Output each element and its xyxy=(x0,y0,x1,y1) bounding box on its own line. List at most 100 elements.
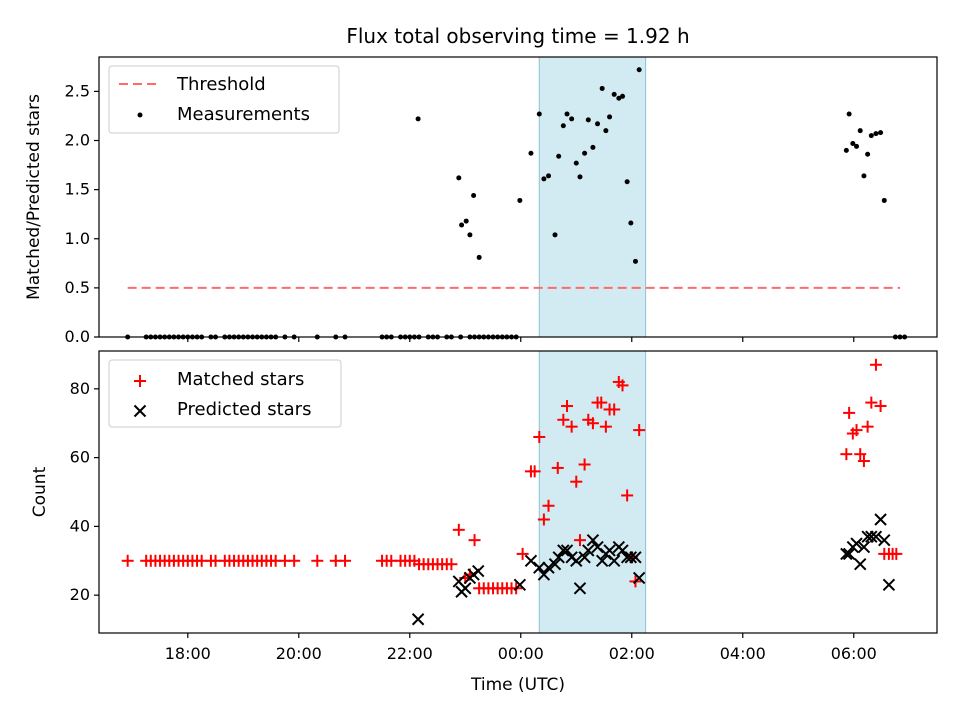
matched-point xyxy=(528,465,541,478)
measurement-point xyxy=(850,140,856,146)
measurement-point xyxy=(541,176,547,182)
predicted-point xyxy=(570,554,583,567)
predicted-point xyxy=(603,544,616,557)
legend-threshold-label: Threshold xyxy=(176,74,266,95)
predicted-point xyxy=(874,513,887,526)
points-top xyxy=(125,67,908,340)
y-tick-label: 60 xyxy=(70,448,90,467)
panel-count: 20 40 60 80 18:00 20:00 22:00 00:00 02:00 04:00 0… xyxy=(30,350,938,695)
measurement-point xyxy=(636,67,642,73)
measurement-point xyxy=(868,133,874,139)
y-axis-label-top: Matched/Predicted stars xyxy=(24,94,44,300)
measurement-point xyxy=(569,116,575,122)
chart-title: Flux total observing time = 1.92 h xyxy=(346,24,689,48)
legend-frame-bottom xyxy=(108,359,342,428)
measurement-point xyxy=(476,254,482,260)
y-tick-label: 1.0 xyxy=(65,229,90,248)
measurement-point xyxy=(620,93,626,99)
measurement-point xyxy=(595,121,601,127)
measurement-point xyxy=(582,150,588,156)
measurement-point xyxy=(881,197,887,203)
matched-point xyxy=(616,379,629,392)
measurement-point xyxy=(560,123,566,129)
legend-matched-label: Matched stars xyxy=(177,369,304,390)
y-axis-top: 0.0 0.5 1.0 1.5 2.0 2.5 xyxy=(65,81,99,346)
y-axis-label-bottom: Count xyxy=(30,466,50,517)
predicted-point xyxy=(854,558,867,571)
predicted-point xyxy=(582,544,595,557)
matched-point xyxy=(573,534,586,547)
predicted-point xyxy=(552,551,565,564)
predicted-point xyxy=(411,613,425,626)
predicted-point xyxy=(629,551,642,564)
x-axis-bottom: 18:00 20:00 22:00 00:00 02:00 04:00 06:00 xyxy=(165,633,877,663)
measurement-point xyxy=(463,218,469,224)
matched-point xyxy=(874,400,887,413)
x-ticks-top xyxy=(187,337,855,342)
matched-swatch-mark xyxy=(134,375,146,387)
predicted-point xyxy=(537,568,551,581)
y-tick-label: 20 xyxy=(70,585,90,604)
measurement-point xyxy=(865,151,871,157)
predicted-point xyxy=(595,554,609,567)
predicted-point xyxy=(459,582,472,595)
y-tick-label: 0.0 xyxy=(65,327,90,346)
predicted-point xyxy=(560,544,574,557)
y-tick-label: 0.5 xyxy=(65,278,90,297)
matched-point xyxy=(537,513,550,526)
measurement-point xyxy=(546,173,552,179)
legend-frame-top xyxy=(108,65,340,134)
measurement-point xyxy=(536,111,542,117)
matched-point xyxy=(621,489,634,502)
y-tick-label: 40 xyxy=(70,516,90,535)
y-tick-label: 80 xyxy=(70,379,90,398)
predicted-point xyxy=(850,537,863,550)
matched-point xyxy=(850,424,863,437)
predicted-point xyxy=(878,533,891,547)
matched-point xyxy=(578,458,591,471)
x-tick-label: 04:00 xyxy=(720,644,766,663)
legend-predicted-label: Predicted stars xyxy=(177,399,311,420)
predicted-point xyxy=(607,554,621,567)
matched-point xyxy=(869,358,882,371)
measurement-point xyxy=(459,222,465,228)
predicted-point xyxy=(882,578,896,592)
predicted-point xyxy=(865,530,878,543)
matched-point xyxy=(339,554,352,567)
measurement-point xyxy=(556,153,562,159)
legend-bottom: Matched stars Predicted stars xyxy=(108,359,342,428)
measurement-point xyxy=(573,160,579,166)
matched-point xyxy=(533,430,546,443)
y-tick-label: 2.0 xyxy=(65,131,90,150)
matched-point xyxy=(599,420,612,433)
matched-point xyxy=(516,547,529,560)
matched-point xyxy=(561,400,574,413)
plot-frame-top xyxy=(98,56,938,338)
measurement-point xyxy=(632,258,638,264)
measurement-point xyxy=(603,128,609,134)
measurement-point xyxy=(552,232,558,238)
matched-point xyxy=(445,558,458,571)
measurement-point xyxy=(628,220,634,226)
matched-point xyxy=(608,403,621,416)
measurement-point xyxy=(611,91,617,97)
matched-point xyxy=(865,396,878,409)
matched-point xyxy=(843,406,856,419)
matched-point xyxy=(595,396,608,409)
matched-point xyxy=(452,523,465,536)
points-bottom xyxy=(121,358,903,626)
predicted-point xyxy=(586,533,600,547)
predicted-point xyxy=(557,544,570,557)
measurement-point xyxy=(599,85,605,91)
predicted-point xyxy=(869,530,883,543)
measurement-point xyxy=(456,175,462,181)
predicted-point xyxy=(842,547,856,561)
matched-point xyxy=(551,461,564,474)
legend-matched-swatch xyxy=(134,375,146,387)
predicted-point xyxy=(524,554,538,567)
measurement-point xyxy=(607,114,613,120)
predicted-point xyxy=(472,564,485,578)
measurement-point xyxy=(861,173,867,179)
x-tick-label: 00:00 xyxy=(498,644,544,663)
predicted-point xyxy=(542,561,555,574)
